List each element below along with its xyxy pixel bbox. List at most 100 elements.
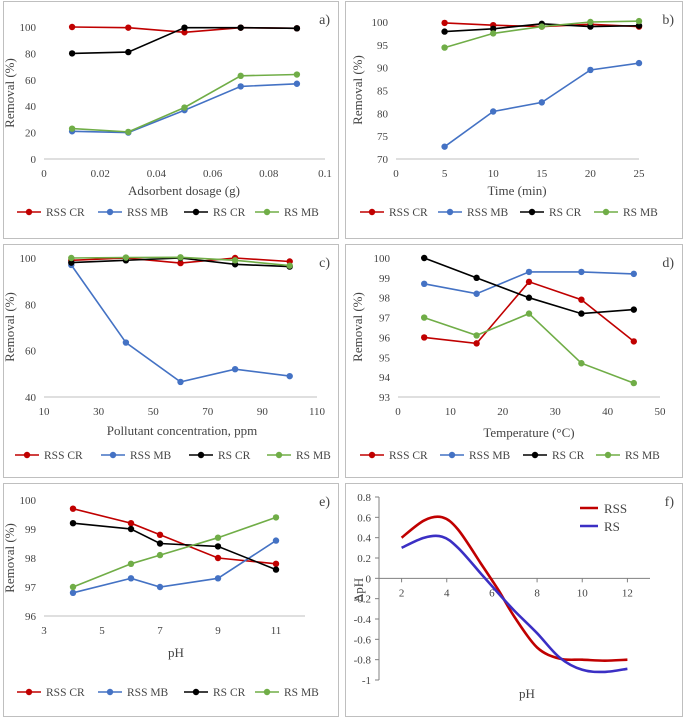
data-point [68,50,76,57]
y-axis-title: ΔpH [351,578,366,602]
legend-swatch-marker [197,451,205,459]
panel-frame [345,1,683,239]
data-point [538,99,545,106]
y-tick-label: -0.6 [354,634,372,646]
y-tick-label: 100 [20,253,37,265]
y-tick-label: 40 [25,392,37,404]
y-tick-label: 96 [25,611,37,623]
panel-frame [345,483,683,717]
panel-label: c) [319,256,330,271]
data-point [630,306,637,313]
legend-label: RSS MB [469,450,511,462]
legend-label: RS MB [623,207,658,219]
y-tick-label: 99 [379,273,391,285]
legend-label: RSS CR [44,450,83,462]
legend-label: RS CR [213,687,246,699]
data-point [635,17,643,25]
data-point [630,379,637,387]
y-tick-label: 75 [377,131,389,143]
data-point [127,520,135,527]
y-tick-label: 80 [25,299,37,311]
data-point [293,71,301,78]
data-point [69,505,77,512]
x-tick-label: 0.04 [147,168,167,180]
data-point [156,540,164,547]
legend-label: RS CR [218,450,251,462]
series-rs-cr [68,24,301,57]
series-curve [401,534,628,674]
data-point [421,314,428,321]
series-rss-mb [441,59,643,150]
legend-swatch-marker [368,208,376,216]
panel-1: 0 0.02 0.04 0.06 0.08 0.1 0 20 40 60 80 100 Adsorben… [2,1,339,239]
legend-label: RSS [604,501,627,516]
y-tick-label: 85 [377,86,389,98]
legend-swatch-marker [275,451,283,459]
series-rs [401,534,628,674]
x-tick-label: 0 [393,168,399,180]
series-rs-cr [421,254,637,317]
x-tick-label: 4 [444,587,450,599]
legend-label: RS MB [625,450,660,462]
x-axis-title: Pollutant concentration, ppm [107,423,258,438]
x-tick-label: 10 [39,406,51,418]
x-tick-label: 70 [202,406,214,418]
y-tick-label: 94 [379,372,391,384]
panel-label: f) [665,495,675,510]
data-point [125,24,132,31]
data-point [630,270,637,278]
data-point [578,268,585,276]
data-point [237,83,244,90]
data-point [69,520,77,527]
legend-swatch-marker [528,208,536,216]
legend-label: RS [604,519,620,534]
data-point [421,280,428,288]
x-tick-label: 50 [148,406,160,418]
series-rss-cr [69,505,280,567]
x-axis-title: Adsorbent dosage (g) [128,183,240,198]
data-point [587,18,594,26]
data-point [272,514,280,521]
data-point [125,48,132,56]
x-tick-label: 0.02 [91,168,110,180]
x-tick-label: 12 [622,587,633,599]
data-point [286,372,293,380]
series-rs-mb [69,514,280,591]
panel-2: 0 5 10 15 20 25 70 75 80 85 90 95 100 Time (min) Remov… [345,1,683,239]
data-point [177,378,184,386]
legend-label: RSS CR [46,687,85,699]
x-tick-label: 20 [585,168,597,180]
data-point [68,254,75,262]
legend-label: RS MB [284,207,319,219]
legend-swatch-marker [368,451,376,459]
panel-4: 0 10 20 30 40 50 93 94 95 96 97 98 99 100 Temperature … [345,244,683,478]
panel-frame [345,244,683,478]
y-axis-title: Removal (%) [2,58,17,128]
legend-swatch-marker [263,208,271,216]
data-point [421,254,428,262]
data-point [272,560,280,567]
legend: RSS CR RSS MB RS CR RS MB [15,450,331,462]
legend-swatch-marker [602,208,610,216]
y-tick-label: 98 [379,293,391,305]
data-point [272,537,280,544]
x-axis-title: pH [168,645,184,660]
data-point [181,104,188,111]
data-point [490,25,497,33]
panel-label: a) [319,13,330,28]
y-tick-label: 0 [31,154,37,166]
y-tick-label: 0.2 [357,553,371,565]
x-tick-label: 0 [395,406,401,418]
data-point [441,19,448,27]
x-tick-label: 30 [550,406,562,418]
data-point [272,566,280,573]
x-tick-label: 10 [488,168,500,180]
series-rs-cr [69,520,280,573]
y-tick-label: 0 [366,573,372,585]
x-axis-title: Time (min) [487,183,546,198]
x-tick-label: 15 [536,168,548,180]
x-tick-label: 0.06 [203,168,223,180]
data-point [237,72,244,80]
y-tick-label: 20 [25,128,37,140]
